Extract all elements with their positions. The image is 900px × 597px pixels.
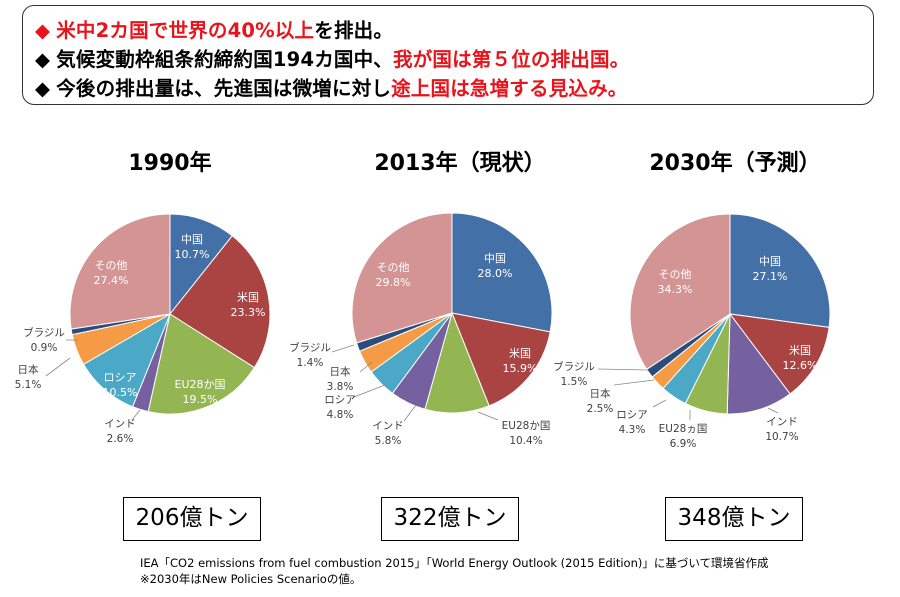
slice-label: ブラジル: [23, 326, 65, 339]
pie-slice: [351, 212, 453, 344]
slice-label: ブラジル: [289, 341, 331, 354]
total-2030: 348億トン: [665, 497, 803, 541]
slice-percent: 5.8%: [375, 435, 402, 447]
slice-percent: 0.9%: [31, 342, 58, 354]
slice-label: EU28か国: [175, 378, 226, 391]
slice-label: 日本: [18, 363, 39, 376]
chart-title-1990: 1990年: [128, 151, 212, 176]
slice-label: 米国: [237, 291, 259, 304]
slice-label: EU28ヵ国: [659, 423, 708, 435]
slice-percent: 34.3%: [658, 283, 693, 296]
slice-label: ブラジル: [553, 360, 595, 373]
slice-percent: 4.3%: [619, 424, 646, 436]
leader-line: [359, 361, 373, 373]
slice-label: その他: [659, 268, 692, 281]
slice-label: 中国: [484, 252, 506, 265]
leader-line: [597, 368, 649, 371]
slice-percent: 5.1%: [15, 379, 42, 391]
slice-percent: 10.5%: [103, 386, 138, 399]
slice-label: 日本: [590, 387, 611, 400]
slice-percent: 10.7%: [765, 431, 798, 443]
slice-percent: 10.4%: [509, 435, 542, 447]
slice-percent: 10.7%: [175, 248, 210, 261]
slice-percent: 1.5%: [561, 376, 588, 388]
leader-line: [353, 384, 386, 398]
summary-line-1-highlight: 米中2カ国で世界の40%以上: [56, 19, 315, 42]
chart-title-2030: 2030年（予測）: [649, 151, 821, 176]
source-note: IEA「CO2 emissions from fuel combustion 2…: [140, 556, 769, 570]
slice-label: インド: [766, 416, 798, 428]
slice-label: その他: [377, 261, 410, 274]
slice-percent: 1.4%: [297, 357, 324, 369]
leader-line: [652, 399, 667, 408]
slice-label: 中国: [181, 233, 203, 246]
pie-slice: [69, 213, 171, 330]
slice-label: その他: [95, 259, 128, 272]
total-1990: 206億トン: [123, 497, 261, 541]
slice-label: 中国: [759, 255, 781, 268]
slice-label: ロシア: [104, 371, 137, 384]
slice-label: インド: [104, 418, 136, 430]
slice-percent: 2.5%: [587, 403, 614, 415]
slice-percent: 12.6%: [783, 359, 818, 372]
scenario-note: ※2030年はNew Policies Scenarioの値。: [140, 572, 362, 586]
slice-percent: 27.1%: [753, 270, 788, 283]
slice-label: EU28か国: [502, 420, 551, 432]
pie-slice: [451, 312, 551, 407]
slice-label: 日本: [330, 365, 351, 378]
summary-line-3-text: 今後の排出量は、先進国は微増に対し: [56, 77, 392, 100]
pie-slice: [451, 212, 553, 333]
leader-line: [131, 409, 141, 421]
pie-slice: [169, 213, 233, 316]
chart-title-2013: 2013年（現状）: [374, 151, 546, 176]
slice-percent: 4.8%: [327, 409, 354, 421]
summary-line-2: ◆ 気候変動枠組条約締約国194カ国中、我が国は第５位の排出国。: [35, 43, 629, 72]
slice-percent: 29.8%: [376, 276, 411, 289]
slice-label: 米国: [509, 347, 531, 360]
slice-label: インド: [372, 420, 404, 432]
total-2013: 322億トン: [381, 497, 519, 541]
slice-label: ロシア: [324, 394, 356, 406]
leader-line: [331, 344, 355, 353]
leader-line: [613, 379, 655, 386]
leader-line: [767, 407, 779, 414]
slice-percent: 6.9%: [670, 438, 697, 450]
pie-slice: [726, 312, 791, 415]
summary-line-1-text: を排出。: [314, 19, 394, 42]
summary-line-3: ◆ 今後の排出量は、先進国は微増に対し途上国は急増する見込み。: [35, 72, 628, 101]
leader-line: [403, 404, 417, 422]
slice-percent: 23.3%: [231, 306, 266, 319]
leader-line: [477, 411, 499, 421]
slice-percent: 19.5%: [183, 393, 218, 406]
summary-box: ◆ 米中2カ国で世界の40%以上を排出。 ◆ 気候変動枠組条約締約国194カ国中、我…: [22, 5, 874, 105]
slice-label: ロシア: [616, 409, 648, 421]
summary-line-2-highlight: 我が国は第５位の排出国。: [393, 48, 630, 71]
pie-slice: [629, 213, 731, 371]
bullet-diamond-icon: ◆: [35, 48, 51, 71]
leader-line: [45, 357, 71, 377]
slice-percent: 3.8%: [327, 381, 354, 393]
summary-line-1: ◆ 米中2カ国で世界の40%以上を排出。: [35, 14, 393, 43]
bullet-diamond-icon: ◆: [35, 77, 51, 100]
pie-slice: [147, 313, 256, 415]
bullet-diamond-icon: ◆: [35, 19, 51, 42]
summary-line-3-highlight: 途上国は急増する見込み。: [391, 77, 628, 100]
summary-line-2-text: 気候変動枠組条約締約国194カ国中、: [56, 48, 394, 71]
pie-slice: [169, 235, 271, 369]
slice-percent: 28.0%: [478, 267, 513, 280]
slice-percent: 27.4%: [94, 274, 129, 287]
pie-slice: [729, 213, 831, 328]
slice-percent: 15.9%: [503, 362, 538, 375]
pie-slice: [728, 313, 830, 395]
slice-percent: 2.6%: [107, 433, 134, 445]
slice-label: 米国: [789, 344, 811, 357]
